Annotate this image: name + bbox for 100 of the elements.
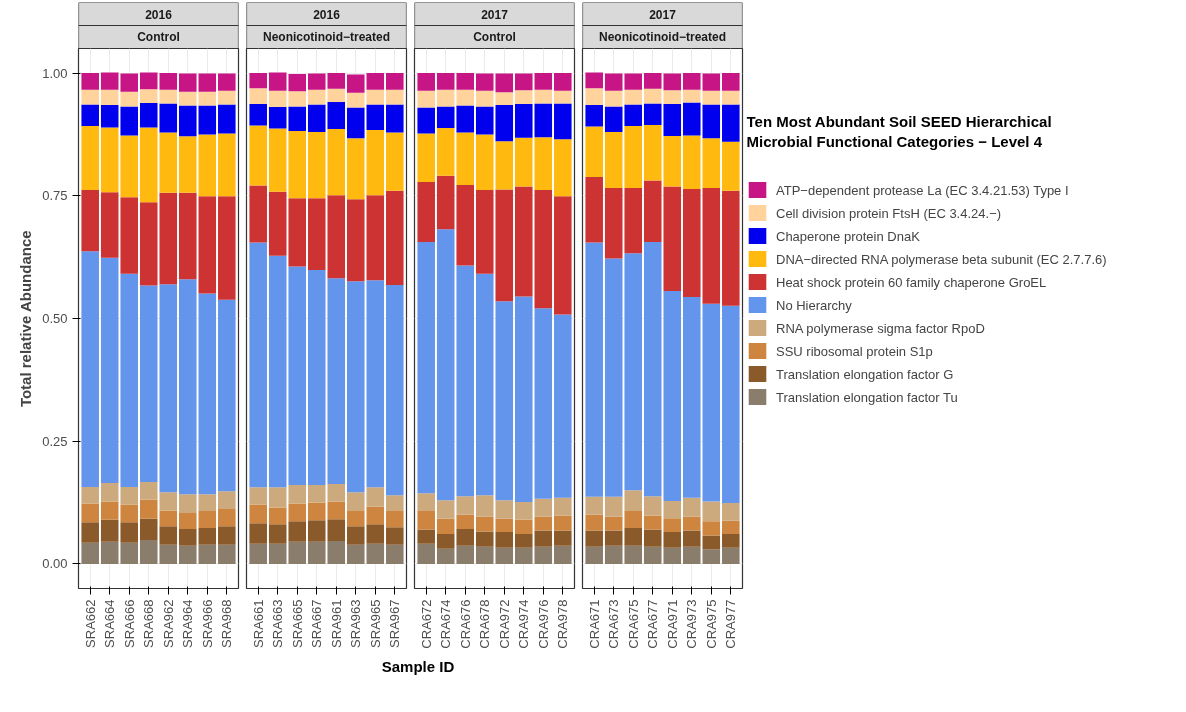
chart-title: 2017 (649, 7, 677, 22)
bar (218, 104, 236, 134)
bar (722, 503, 740, 521)
bar (585, 72, 603, 89)
bar (702, 187, 721, 304)
x-tick-label: SRA966 (199, 599, 215, 648)
bar (534, 89, 553, 104)
x-tick-label: SRA666 (121, 599, 137, 648)
bar (514, 103, 533, 138)
x-tick-label: CRA672 (418, 599, 434, 649)
bar (514, 519, 533, 535)
x-tick-label: SRA661 (250, 599, 266, 648)
bar (417, 107, 435, 134)
x-tick-label: SRA967 (387, 599, 403, 648)
bar (178, 73, 197, 92)
bar (249, 103, 267, 126)
bar (366, 543, 385, 564)
bar (366, 524, 385, 544)
bar (178, 136, 197, 193)
x-tick-label: CRA677 (645, 599, 661, 649)
bar (198, 91, 217, 106)
bar (81, 542, 99, 564)
bar (346, 510, 365, 527)
chart-subtitle: Control (473, 30, 516, 44)
chart-title: 2016 (313, 7, 341, 22)
bar (682, 530, 701, 547)
bar (682, 497, 701, 517)
bar (534, 308, 553, 499)
bar (198, 134, 217, 197)
bar (417, 90, 435, 108)
bar (346, 526, 365, 545)
bar (386, 495, 404, 511)
bar (554, 139, 572, 197)
bar (554, 103, 572, 140)
bar (81, 251, 99, 487)
bar (366, 73, 385, 90)
bar (702, 501, 721, 522)
bar (554, 73, 572, 91)
bar (346, 544, 365, 564)
bar (514, 547, 533, 564)
bar (514, 534, 533, 548)
bar (198, 105, 217, 135)
bar (198, 494, 217, 511)
bar (346, 74, 365, 93)
bar (366, 487, 385, 507)
x-tick-label: SRA664 (102, 599, 118, 648)
y-tick-label: 0.00 (42, 556, 68, 572)
bar (81, 126, 99, 190)
x-tick-label: SRA964 (180, 599, 196, 648)
bar (417, 510, 435, 530)
bar (249, 504, 267, 524)
bar (346, 281, 365, 493)
bar (682, 516, 701, 531)
bar (198, 293, 217, 495)
legend-label: Translation elongation factor G (776, 366, 954, 381)
x-tick-label: SRA667 (309, 599, 325, 648)
bar (386, 285, 404, 496)
x-tick-label: CRA671 (586, 599, 602, 649)
bar (585, 496, 603, 515)
bar (702, 104, 721, 139)
x-tick-label: SRA663 (270, 599, 286, 648)
bar (514, 137, 533, 187)
x-tick-label: SRA668 (141, 599, 157, 648)
bar (178, 545, 197, 564)
bar (81, 486, 99, 504)
bar (81, 522, 99, 543)
bar (386, 104, 404, 133)
bar (682, 135, 701, 189)
bar (514, 186, 533, 297)
x-tick-label: CRA975 (703, 599, 719, 649)
y-tick-label: 0.75 (42, 188, 68, 204)
x-tick-label: SRA665 (289, 599, 305, 648)
chart-subtitle: Control (137, 30, 180, 44)
x-tick-label: CRA976 (535, 599, 551, 649)
x-tick-label: CRA678 (477, 599, 493, 649)
bar (722, 90, 740, 105)
bar (366, 195, 385, 281)
bar (417, 133, 435, 183)
bar (702, 549, 721, 564)
legend-label: Heat shock protein 60 family chaperone GroEL (776, 274, 1047, 289)
bar (722, 305, 740, 504)
bar (534, 516, 553, 531)
y-tick-label: 0.50 (42, 311, 68, 326)
bar (178, 279, 197, 495)
bar (417, 543, 435, 564)
x-tick-label: CRA674 (438, 599, 454, 649)
bar (198, 196, 217, 294)
x-tick-label: CRA971 (664, 599, 680, 649)
bar (417, 73, 435, 91)
bar (366, 280, 385, 488)
bar (722, 141, 740, 191)
bar (417, 182, 435, 242)
chart-subtitle: Neonicotinoid−treated (598, 30, 727, 44)
bar (585, 530, 603, 547)
bar (386, 73, 404, 90)
chart-title: 2016 (145, 7, 173, 22)
x-tick-label: SRA968 (219, 599, 235, 648)
bar (722, 547, 740, 564)
bar (702, 521, 721, 536)
bar (386, 190, 404, 286)
